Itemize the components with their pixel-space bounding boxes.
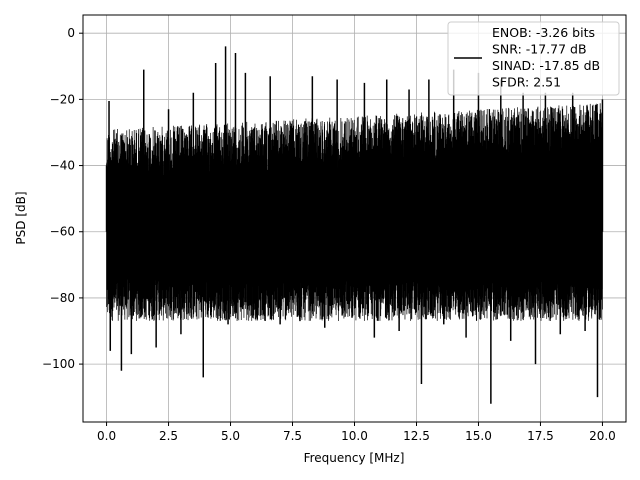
legend-box xyxy=(447,21,620,96)
y-tick-label: −40 xyxy=(50,159,75,173)
y-tick-label: −20 xyxy=(50,92,75,106)
x-tick-label: 20.0 xyxy=(589,429,616,443)
x-tick-label: 15.0 xyxy=(465,429,492,443)
x-tick-label: 2.5 xyxy=(159,429,178,443)
y-tick-label: −80 xyxy=(50,291,75,305)
x-axis-ticks: 0.0 2.5 5.0 7.5 10.0 12.5 15.0 17.5 20.0 xyxy=(97,422,616,443)
x-tick-label: 5.0 xyxy=(221,429,240,443)
y-axis-ticks: 0 −20 −40 −60 −80 −100 xyxy=(42,26,83,371)
legend-text-line: SINAD: -17.85 dB xyxy=(492,58,600,73)
legend-text-line: ENOB: -3.26 bits xyxy=(492,25,595,40)
psd-trace-line xyxy=(105,46,604,404)
psd-trace-noise xyxy=(106,103,603,322)
x-tick-label: 0.0 xyxy=(97,429,116,443)
y-axis-label: PSD [dB] xyxy=(14,191,28,244)
y-tick-label: −60 xyxy=(50,225,75,239)
x-tick-label: 10.0 xyxy=(341,429,368,443)
x-tick-label: 12.5 xyxy=(403,429,430,443)
legend: ENOB: -3.26 bits SNR: -17.77 dB SINAD: -17… xyxy=(447,21,620,96)
x-axis-label: Frequency [MHz] xyxy=(304,451,405,465)
x-tick-label: 17.5 xyxy=(527,429,554,443)
y-tick-label: 0 xyxy=(67,26,75,40)
x-tick-label: 7.5 xyxy=(283,429,302,443)
y-tick-label: −100 xyxy=(42,357,75,371)
legend-text-line: SNR: -17.77 dB xyxy=(492,42,587,57)
legend-entry-label: ENOB: -3.26 bits SNR: -17.77 dB SINAD: -17… xyxy=(492,25,600,90)
psd-noise-envelope xyxy=(106,103,603,322)
legend-text-line: SFDR: 2.51 xyxy=(492,75,561,90)
